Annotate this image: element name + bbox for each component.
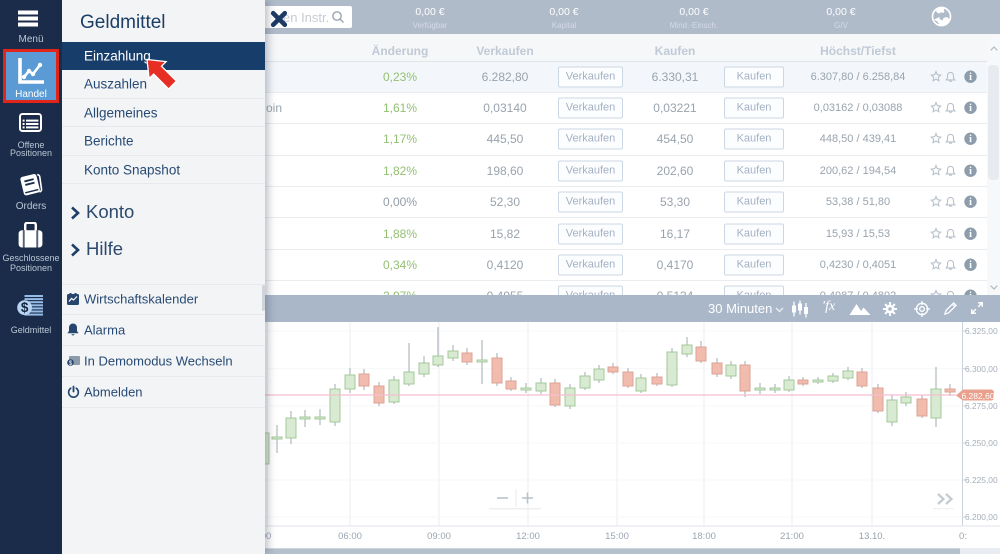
svg-text:i: i [969, 103, 972, 114]
svg-text:12:00: 12:00 [516, 531, 540, 542]
svg-text:06:00: 06:00 [338, 531, 362, 542]
svg-text:6.250,00: 6.250,00 [965, 438, 998, 448]
svg-text:i: i [969, 135, 972, 146]
svg-text:i: i [969, 197, 972, 208]
svg-text:i: i [969, 72, 972, 83]
svg-text:$: $ [69, 361, 73, 366]
svg-text:6.275,00: 6.275,00 [965, 401, 998, 411]
svg-text:09:00: 09:00 [427, 531, 451, 542]
svg-text:i: i [969, 260, 972, 271]
svg-text:6.300,00: 6.300,00 [965, 364, 998, 374]
svg-text:18:00: 18:00 [692, 531, 716, 542]
svg-text:13.10.: 13.10. [859, 531, 885, 542]
svg-text:6.200,00: 6.200,00 [965, 512, 998, 522]
svg-text:$: $ [21, 300, 29, 315]
svg-text:6.225,00: 6.225,00 [965, 475, 998, 485]
svg-text:0:: 0: [959, 531, 967, 542]
svg-text:i: i [969, 229, 972, 240]
svg-text:6.282,60: 6.282,60 [961, 391, 994, 401]
svg-text:i: i [969, 166, 972, 177]
svg-text:00: 00 [261, 531, 272, 542]
svg-text:15:00: 15:00 [605, 531, 629, 542]
svg-text:21:00: 21:00 [780, 531, 804, 542]
svg-text:6.325,00: 6.325,00 [965, 326, 998, 336]
